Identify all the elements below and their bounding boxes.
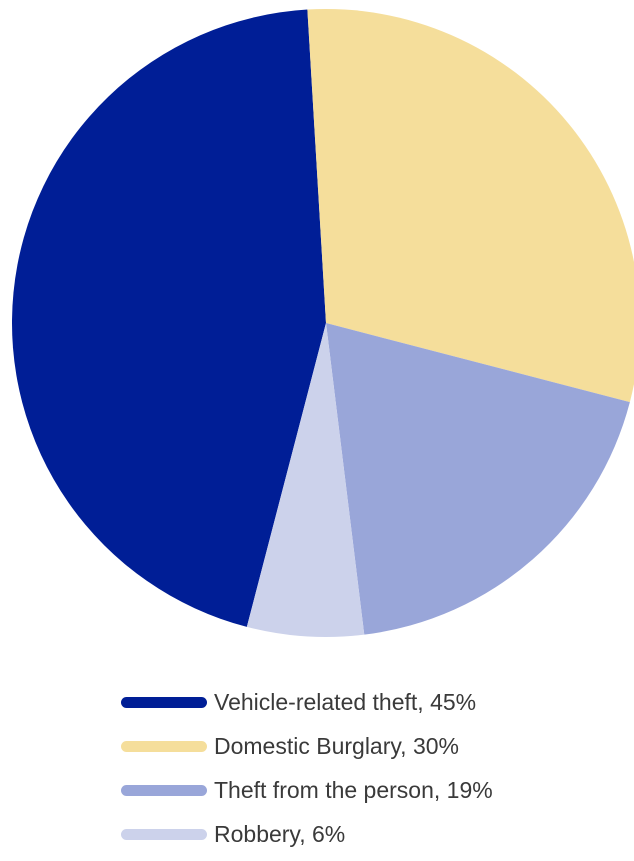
legend-swatch: [121, 696, 207, 708]
legend-label: Domestic Burglary, 30%: [214, 732, 459, 759]
pie-chart: [11, 9, 634, 638]
legend-swatch: [121, 828, 207, 840]
legend-label: Theft from the person, 19%: [214, 776, 493, 803]
legend-item-robbery: Robbery, 6%: [121, 812, 621, 856]
pie-slices: [11, 9, 634, 638]
legend-item-theft-from-the-person: Theft from the person, 19%: [121, 768, 621, 812]
legend: Vehicle-related theft, 45% Domestic Burg…: [121, 680, 621, 856]
legend-label: Vehicle-related theft, 45%: [214, 688, 477, 715]
pie-slice-theft-from-the-person: [326, 323, 630, 635]
pie-slice-robbery: [246, 323, 365, 638]
legend-label: Robbery, 6%: [214, 820, 346, 847]
legend-swatch: [121, 740, 207, 752]
pie-slice-vehicle-related-theft: [11, 9, 327, 627]
legend-swatch: [121, 784, 207, 796]
legend-item-vehicle-related-theft: Vehicle-related theft, 45%: [121, 680, 621, 724]
pie-slice-domestic-burglary: [307, 9, 634, 403]
legend-item-domestic-burglary: Domestic Burglary, 30%: [121, 724, 621, 768]
